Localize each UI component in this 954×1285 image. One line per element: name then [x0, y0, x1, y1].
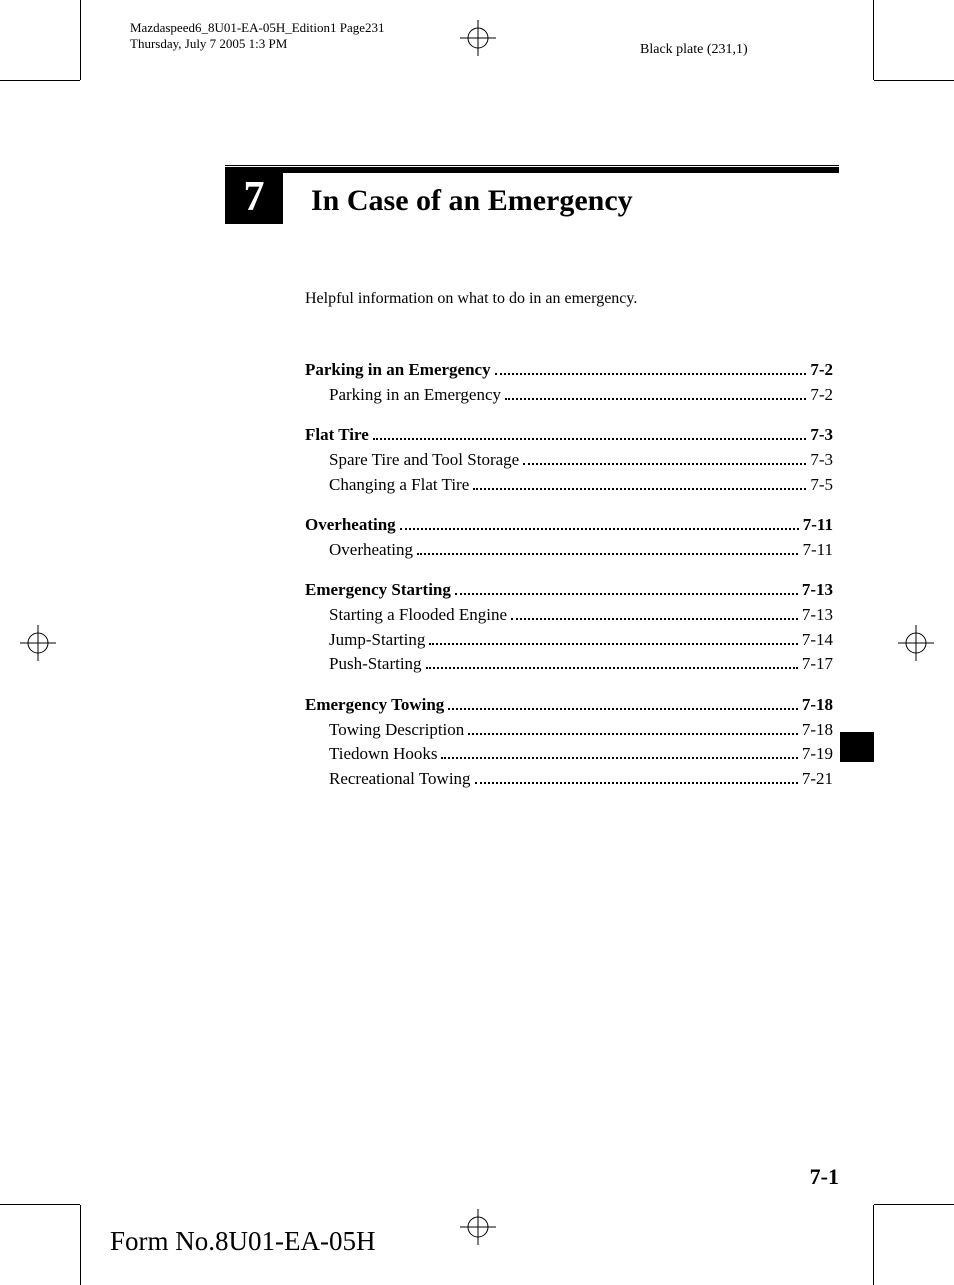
toc-label: Towing Description	[329, 718, 464, 743]
toc-row-sub: Push-Starting 7-17	[305, 652, 833, 677]
toc-page: 7-3	[810, 423, 833, 448]
toc-leader	[468, 733, 798, 735]
chapter-intro: Helpful information on what to do in an …	[305, 290, 637, 308]
registration-mark-icon	[20, 625, 56, 661]
toc-section: Flat Tire 7-3Spare Tire and Tool Storage…	[305, 423, 833, 497]
toc-row-main: Emergency Starting 7-13	[305, 578, 833, 603]
toc-row-sub: Starting a Flooded Engine 7-13	[305, 603, 833, 628]
toc-row-sub: Spare Tire and Tool Storage 7-3	[305, 448, 833, 473]
black-plate-label: Black plate (231,1)	[640, 42, 748, 58]
toc-page: 7-18	[802, 693, 833, 718]
toc-label: Starting a Flooded Engine	[329, 603, 507, 628]
header-filename: Mazdaspeed6_8U01-EA-05H_Edition1 Page231	[130, 20, 385, 36]
toc-leader	[448, 708, 798, 710]
toc-leader	[429, 643, 797, 645]
registration-mark-icon	[460, 1209, 496, 1245]
toc-page: 7-5	[810, 473, 833, 498]
toc-leader	[426, 667, 798, 669]
toc-page: 7-13	[802, 578, 833, 603]
toc-page: 7-17	[802, 652, 833, 677]
toc-section: Emergency Starting 7-13Starting a Floode…	[305, 578, 833, 677]
crop-mark	[873, 0, 874, 80]
toc-section: Emergency Towing 7-18Towing Description …	[305, 693, 833, 792]
toc-row-sub: Tiedown Hooks 7-19	[305, 742, 833, 767]
toc-row-sub: Recreational Towing 7-21	[305, 767, 833, 792]
toc-section: Parking in an Emergency 7-2Parking in an…	[305, 358, 833, 407]
toc-label: Parking in an Emergency	[329, 383, 501, 408]
toc-label: Recreational Towing	[329, 767, 471, 792]
toc-row-sub: Jump-Starting 7-14	[305, 628, 833, 653]
toc-page: 7-18	[802, 718, 833, 743]
page-number: 7-1	[810, 1164, 839, 1190]
toc-label: Overheating	[329, 538, 413, 563]
toc-label: Flat Tire	[305, 423, 369, 448]
toc-leader	[495, 373, 807, 375]
toc-leader	[475, 782, 798, 784]
toc-row-main: Overheating 7-11	[305, 513, 833, 538]
toc-label: Tiedown Hooks	[329, 742, 437, 767]
toc-row-sub: Overheating 7-11	[305, 538, 833, 563]
toc-leader	[523, 463, 806, 465]
toc-leader	[473, 488, 806, 490]
toc-label: Changing a Flat Tire	[329, 473, 469, 498]
crop-mark	[874, 1204, 954, 1205]
toc-page: 7-2	[810, 358, 833, 383]
crop-mark	[80, 0, 81, 80]
toc-leader	[373, 438, 807, 440]
toc-section: Overheating 7-11Overheating 7-11	[305, 513, 833, 562]
toc-label: Emergency Towing	[305, 693, 444, 718]
page-tab-marker	[840, 732, 874, 762]
toc-row-sub: Towing Description 7-18	[305, 718, 833, 743]
toc-page: 7-11	[803, 513, 833, 538]
toc-row-main: Flat Tire 7-3	[305, 423, 833, 448]
toc-page: 7-3	[810, 448, 833, 473]
toc-label: Overheating	[305, 513, 396, 538]
chapter-number-badge: 7	[225, 170, 283, 224]
toc-row-sub: Changing a Flat Tire 7-5	[305, 473, 833, 498]
toc-label: Parking in an Emergency	[305, 358, 491, 383]
crop-mark	[0, 1204, 80, 1205]
registration-mark-icon	[460, 20, 496, 56]
crop-mark	[873, 1205, 874, 1285]
toc-label: Emergency Starting	[305, 578, 451, 603]
toc-page: 7-21	[802, 767, 833, 792]
toc-page: 7-14	[802, 628, 833, 653]
toc-page: 7-11	[802, 538, 833, 563]
toc-leader	[441, 757, 797, 759]
toc-page: 7-2	[810, 383, 833, 408]
toc-page: 7-13	[802, 603, 833, 628]
chapter-title: In Case of an Emergency	[311, 184, 633, 224]
divider-thin	[225, 165, 839, 166]
form-number: Form No.8U01-EA-05H	[110, 1226, 375, 1257]
toc-row-main: Emergency Towing 7-18	[305, 693, 833, 718]
toc-page: 7-19	[802, 742, 833, 767]
toc-label: Jump-Starting	[329, 628, 425, 653]
registration-mark-icon	[898, 625, 934, 661]
crop-mark	[874, 80, 954, 81]
toc-leader	[417, 553, 798, 555]
toc-label: Push-Starting	[329, 652, 422, 677]
toc-row-main: Parking in an Emergency 7-2	[305, 358, 833, 383]
chapter-header: 7 In Case of an Emergency	[225, 165, 839, 224]
toc-leader	[511, 618, 798, 620]
table-of-contents: Parking in an Emergency 7-2Parking in an…	[305, 342, 833, 792]
crop-mark	[0, 80, 80, 81]
toc-leader	[400, 528, 799, 530]
toc-leader	[505, 398, 806, 400]
toc-row-sub: Parking in an Emergency 7-2	[305, 383, 833, 408]
crop-mark	[80, 1205, 81, 1285]
header-timestamp: Thursday, July 7 2005 1:3 PM	[130, 36, 287, 52]
toc-label: Spare Tire and Tool Storage	[329, 448, 519, 473]
toc-leader	[455, 593, 798, 595]
